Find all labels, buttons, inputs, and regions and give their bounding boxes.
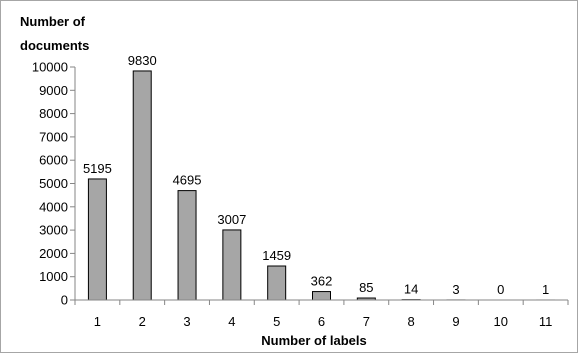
bar-4 [222, 229, 242, 301]
x-tick-label-1: 1 [94, 314, 101, 329]
y-axis-title-line-1: Number of [20, 14, 86, 29]
y-tick-label: 6000 [39, 153, 68, 168]
y-tick-label: 0 [61, 293, 68, 308]
y-axis-title-line-2: documents [20, 38, 89, 53]
x-tick-label-10: 10 [494, 314, 508, 329]
data-labels: 5195 9830 4695 3007 1459 362 85 14 3 0 1 [83, 53, 549, 297]
bar-5 [267, 265, 287, 301]
data-label-8: 14 [404, 282, 418, 297]
y-tick-label: 5000 [39, 176, 68, 191]
x-tick-label-3: 3 [183, 314, 190, 329]
y-tick-label: 9000 [39, 83, 68, 98]
y-tick-label: 1000 [39, 269, 68, 284]
data-label-11: 1 [542, 282, 549, 297]
data-label-4: 3007 [217, 212, 246, 227]
x-tick-label-11: 11 [539, 314, 553, 329]
bars [87, 70, 556, 301]
x-tick-label-5: 5 [273, 314, 280, 329]
y-axis-ticks: 0 1000 2000 3000 4000 5000 6000 7000 8000 9000 100… [32, 60, 75, 308]
y-tick-label: 3000 [39, 223, 68, 238]
data-label-7: 85 [359, 280, 373, 295]
y-tick-label: 4000 [39, 199, 68, 214]
data-label-5: 1459 [262, 248, 291, 263]
y-tick-label: 7000 [39, 129, 68, 144]
x-tick-label-8: 8 [408, 314, 415, 329]
x-tick-label-7: 7 [363, 314, 370, 329]
bar-6 [312, 291, 331, 301]
x-tick-label-9: 9 [452, 314, 459, 329]
x-axis-title: Number of labels [261, 333, 366, 348]
data-label-2: 9830 [128, 53, 157, 68]
y-tick-label: 2000 [39, 246, 68, 261]
data-label-9: 3 [452, 282, 459, 297]
data-label-6: 362 [311, 274, 333, 289]
data-label-10: 0 [497, 282, 504, 297]
y-tick-label: 10000 [32, 60, 68, 75]
x-tick-label-6: 6 [318, 314, 325, 329]
bar-2 [132, 70, 152, 301]
data-label-3: 4695 [173, 173, 202, 188]
x-tick-label-2: 2 [139, 314, 146, 329]
y-tick-label: 8000 [39, 106, 68, 121]
bar-1 [87, 178, 107, 301]
x-axis-ticks: 1 2 3 4 5 6 7 8 9 10 11 [74, 300, 569, 329]
bar-3 [177, 190, 197, 301]
x-tick-label-4: 4 [228, 314, 235, 329]
data-label-1: 5195 [83, 161, 112, 176]
